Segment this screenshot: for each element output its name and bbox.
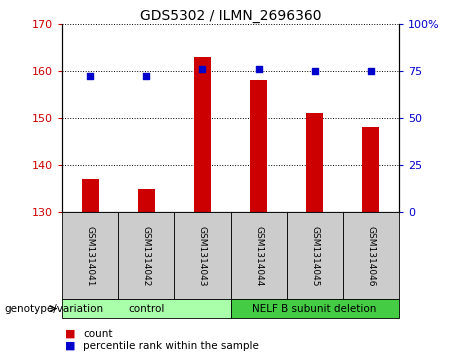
Text: genotype/variation: genotype/variation — [5, 303, 104, 314]
Bar — [118, 212, 174, 299]
Text: GSM1314046: GSM1314046 — [366, 226, 375, 286]
Text: GSM1314041: GSM1314041 — [86, 226, 95, 286]
Point — [367, 68, 374, 74]
Point — [142, 74, 150, 79]
Bar — [174, 212, 230, 299]
Bar — [62, 299, 230, 318]
Text: ■: ■ — [65, 341, 75, 351]
Text: GSM1314045: GSM1314045 — [310, 226, 319, 286]
Bar — [343, 212, 399, 299]
Text: ■: ■ — [65, 329, 75, 339]
Bar — [306, 113, 323, 212]
Bar — [250, 80, 267, 212]
Text: GSM1314043: GSM1314043 — [198, 226, 207, 286]
Text: GSM1314042: GSM1314042 — [142, 226, 151, 286]
Bar — [230, 299, 399, 318]
Point — [199, 66, 206, 72]
Bar — [62, 212, 118, 299]
Bar — [138, 189, 155, 212]
Point — [311, 68, 318, 74]
Point — [255, 66, 262, 72]
Bar — [362, 127, 379, 212]
Bar — [82, 179, 99, 212]
Text: GDS5302 / ILMN_2696360: GDS5302 / ILMN_2696360 — [140, 9, 321, 23]
Bar — [287, 212, 343, 299]
Bar — [194, 57, 211, 212]
Text: percentile rank within the sample: percentile rank within the sample — [83, 341, 259, 351]
Bar — [230, 212, 287, 299]
Text: GSM1314044: GSM1314044 — [254, 226, 263, 286]
Text: count: count — [83, 329, 112, 339]
Text: NELF B subunit deletion: NELF B subunit deletion — [253, 303, 377, 314]
Point — [87, 74, 94, 79]
Text: control: control — [128, 303, 165, 314]
